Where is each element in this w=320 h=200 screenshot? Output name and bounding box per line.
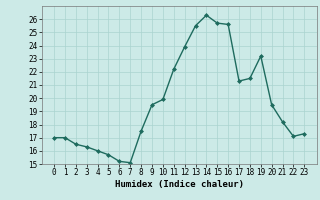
X-axis label: Humidex (Indice chaleur): Humidex (Indice chaleur) xyxy=(115,180,244,189)
